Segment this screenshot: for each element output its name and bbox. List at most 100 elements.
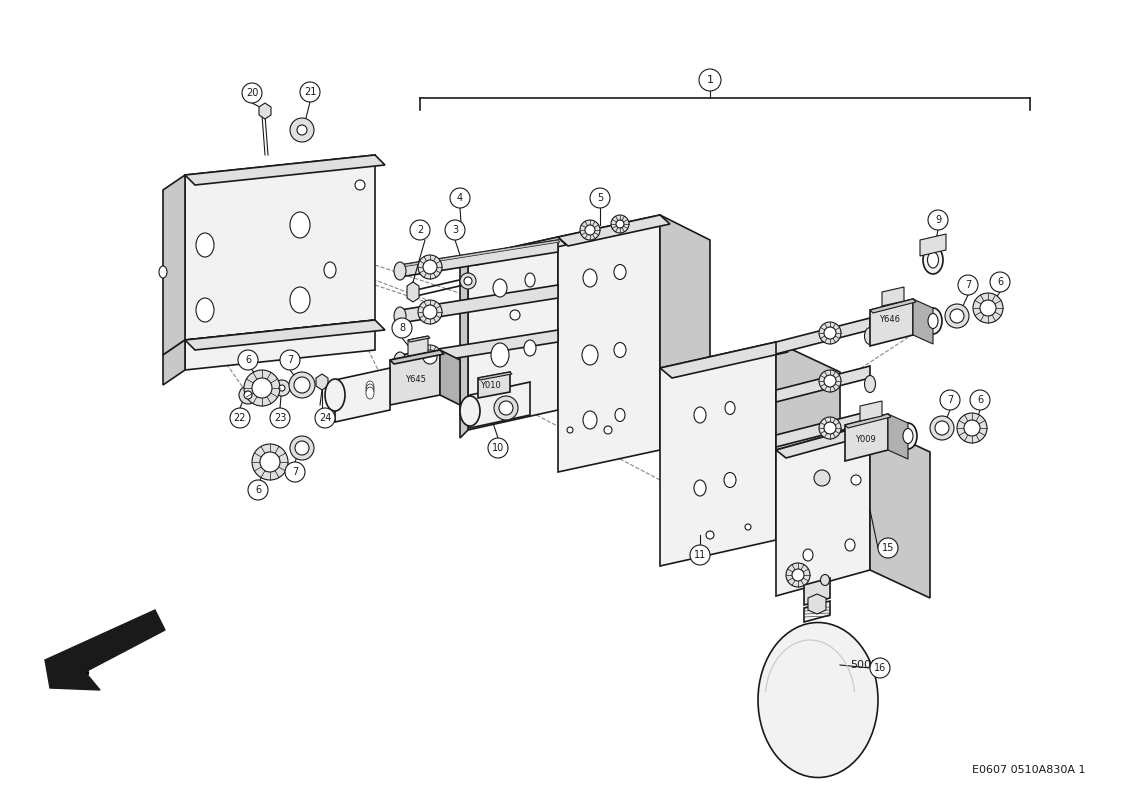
Ellipse shape	[582, 345, 598, 365]
Circle shape	[979, 300, 996, 316]
Circle shape	[706, 531, 714, 539]
Circle shape	[238, 350, 258, 370]
Circle shape	[690, 545, 710, 565]
Circle shape	[290, 118, 314, 142]
Ellipse shape	[524, 340, 536, 356]
Ellipse shape	[491, 343, 509, 367]
Circle shape	[990, 272, 1010, 292]
Polygon shape	[845, 414, 891, 428]
Text: Y009: Y009	[855, 435, 875, 445]
Circle shape	[590, 188, 610, 208]
Ellipse shape	[725, 402, 735, 414]
Circle shape	[355, 180, 365, 190]
Ellipse shape	[525, 273, 535, 287]
Ellipse shape	[820, 574, 829, 586]
Circle shape	[935, 421, 949, 435]
Circle shape	[295, 441, 309, 455]
Polygon shape	[185, 320, 375, 370]
Ellipse shape	[758, 622, 878, 778]
Ellipse shape	[864, 375, 875, 393]
Circle shape	[946, 304, 969, 328]
Circle shape	[878, 538, 898, 558]
Polygon shape	[45, 610, 165, 690]
Circle shape	[819, 417, 841, 439]
Circle shape	[418, 255, 442, 279]
Polygon shape	[440, 350, 460, 405]
Circle shape	[297, 125, 307, 135]
Text: 6: 6	[977, 395, 983, 405]
Circle shape	[957, 413, 987, 443]
Text: 15: 15	[882, 543, 895, 553]
Circle shape	[580, 220, 601, 240]
Polygon shape	[468, 237, 558, 430]
Ellipse shape	[924, 308, 942, 334]
Ellipse shape	[196, 233, 214, 257]
Circle shape	[248, 480, 268, 500]
Ellipse shape	[845, 539, 855, 551]
Ellipse shape	[927, 252, 939, 268]
Circle shape	[244, 391, 252, 399]
Polygon shape	[407, 282, 418, 302]
Text: 1: 1	[707, 75, 714, 85]
Polygon shape	[470, 382, 530, 428]
Polygon shape	[920, 234, 946, 256]
Circle shape	[444, 220, 465, 240]
Ellipse shape	[493, 279, 507, 297]
Ellipse shape	[614, 342, 625, 358]
Circle shape	[950, 309, 964, 323]
Ellipse shape	[903, 429, 913, 443]
Ellipse shape	[366, 384, 374, 396]
Text: 6: 6	[254, 485, 261, 495]
Circle shape	[604, 426, 612, 434]
Ellipse shape	[159, 266, 167, 278]
Polygon shape	[776, 366, 870, 402]
Polygon shape	[661, 215, 710, 475]
Text: 7: 7	[965, 280, 972, 290]
Polygon shape	[888, 414, 908, 459]
Polygon shape	[185, 155, 385, 185]
Polygon shape	[870, 299, 913, 346]
Ellipse shape	[864, 327, 875, 345]
Text: E0607 0510A830A 1: E0607 0510A830A 1	[972, 765, 1085, 775]
Circle shape	[242, 83, 262, 103]
Polygon shape	[400, 330, 558, 367]
Polygon shape	[400, 240, 558, 277]
Circle shape	[567, 427, 573, 433]
Polygon shape	[870, 424, 930, 598]
Polygon shape	[185, 320, 385, 350]
Polygon shape	[408, 336, 428, 356]
Ellipse shape	[803, 549, 813, 561]
Ellipse shape	[615, 409, 625, 422]
Polygon shape	[776, 411, 870, 447]
Ellipse shape	[864, 422, 875, 438]
Ellipse shape	[929, 314, 938, 329]
Text: 16: 16	[874, 663, 886, 673]
Circle shape	[230, 408, 250, 428]
Ellipse shape	[694, 407, 706, 423]
Circle shape	[487, 438, 508, 458]
Text: 23: 23	[274, 413, 286, 423]
Circle shape	[274, 380, 290, 396]
Text: 7: 7	[292, 467, 299, 477]
Circle shape	[786, 563, 810, 587]
Ellipse shape	[196, 298, 214, 322]
Circle shape	[392, 318, 412, 338]
Circle shape	[411, 220, 430, 240]
Text: 6: 6	[996, 277, 1003, 287]
Circle shape	[958, 275, 978, 295]
Circle shape	[973, 293, 1003, 323]
Circle shape	[824, 375, 836, 387]
Circle shape	[814, 470, 830, 486]
Polygon shape	[408, 336, 430, 342]
Text: 11: 11	[694, 550, 706, 560]
Circle shape	[699, 69, 720, 91]
Polygon shape	[468, 237, 566, 265]
Polygon shape	[661, 342, 776, 566]
Polygon shape	[558, 215, 661, 472]
Polygon shape	[845, 414, 888, 461]
Circle shape	[494, 396, 518, 420]
Polygon shape	[913, 299, 933, 344]
Circle shape	[418, 300, 442, 324]
Text: 8: 8	[399, 323, 405, 333]
Text: 21: 21	[304, 87, 317, 97]
